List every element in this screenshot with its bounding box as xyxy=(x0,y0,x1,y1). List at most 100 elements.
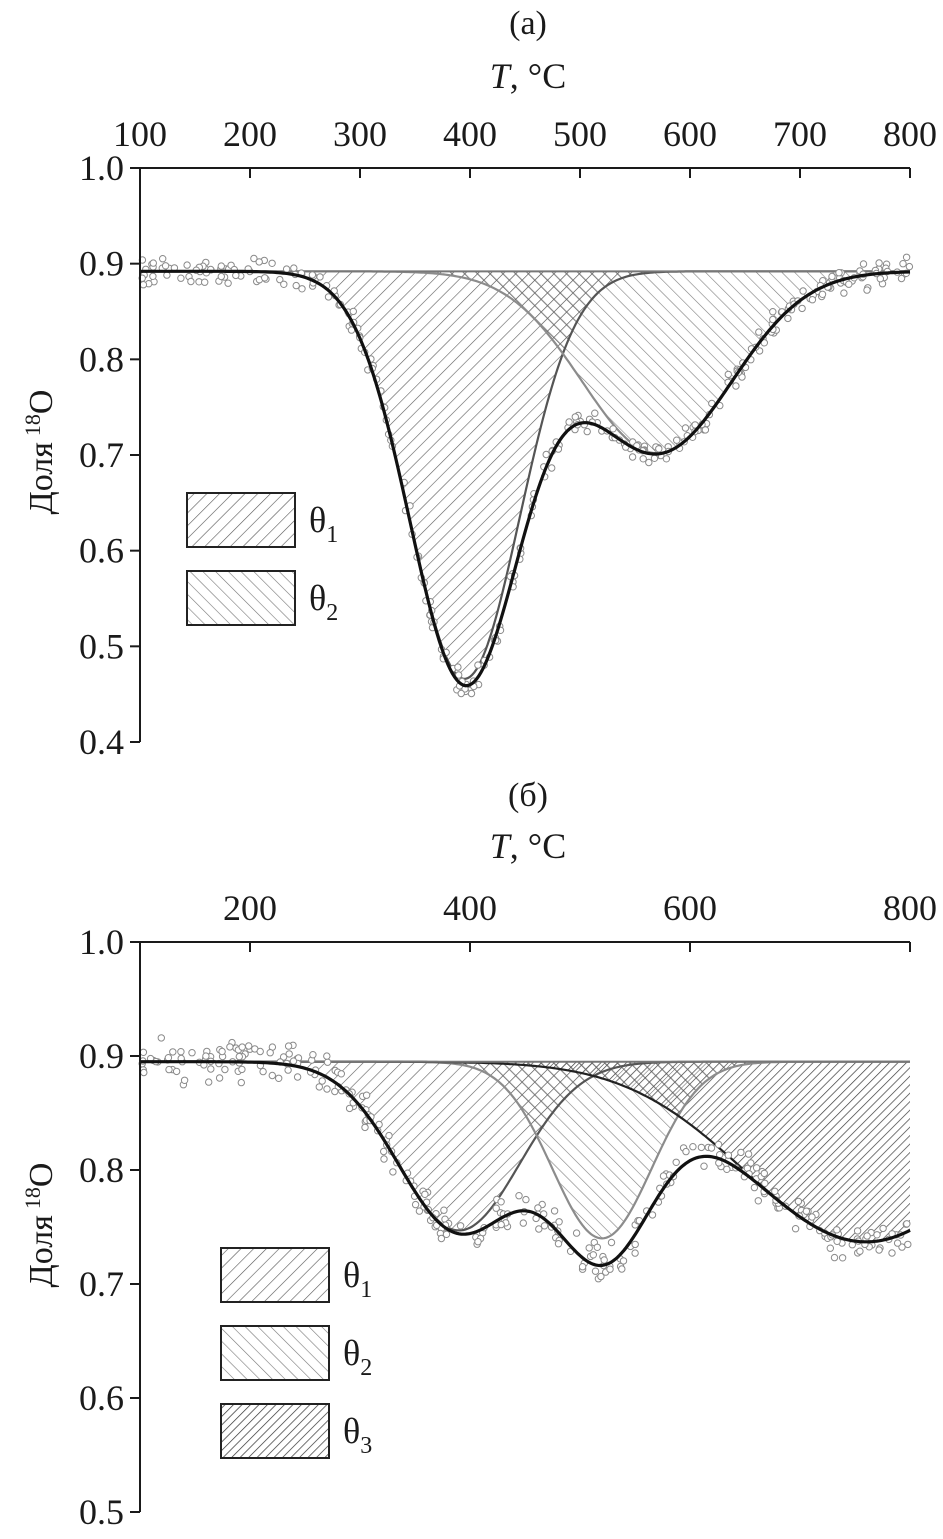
data-point xyxy=(700,1162,708,1170)
data-point xyxy=(828,272,836,281)
data-point xyxy=(217,262,226,270)
data-point xyxy=(256,1047,264,1056)
x-tick-label: 600 xyxy=(663,888,717,928)
overlap-area-1 xyxy=(140,271,910,353)
data-point xyxy=(285,1050,293,1058)
data-point xyxy=(607,1238,616,1247)
data-point xyxy=(565,418,573,426)
data-point xyxy=(802,1207,811,1215)
y-tick-label: 0.7 xyxy=(79,1264,124,1304)
y-tick-label: 0.6 xyxy=(79,531,124,571)
y-tick-label: 0.5 xyxy=(79,626,124,666)
data-point xyxy=(707,1144,716,1152)
data-point xyxy=(497,1220,505,1229)
data-point xyxy=(437,1234,446,1243)
y-tick-label: 0.8 xyxy=(79,1150,124,1190)
y-tick-label: 0.4 xyxy=(79,722,124,762)
data-point xyxy=(591,1267,600,1275)
data-point xyxy=(289,1057,298,1065)
data-point xyxy=(245,1042,253,1050)
data-point xyxy=(578,1263,587,1271)
data-point xyxy=(755,328,763,336)
data-point xyxy=(226,1043,234,1051)
data-point xyxy=(639,455,647,463)
y-tick-label: 1.0 xyxy=(79,922,124,962)
data-point xyxy=(535,1225,543,1233)
legend-label: θ2 xyxy=(343,1333,372,1381)
x-tick-label: 700 xyxy=(773,114,827,154)
y-tick-label: 0.9 xyxy=(79,1036,124,1076)
data-point xyxy=(201,278,209,286)
data-point xyxy=(724,370,732,379)
plot-area xyxy=(138,253,914,698)
data-point xyxy=(164,1054,173,1062)
legend-subscript: 1 xyxy=(360,1277,372,1303)
data-point xyxy=(897,274,906,283)
y-axis-title: Доля 18O xyxy=(20,390,60,515)
data-point xyxy=(548,464,556,472)
data-point xyxy=(830,1253,839,1262)
x-tick-label: 500 xyxy=(553,114,607,154)
x-axis: 100 200 300 400 500 600 700 800 xyxy=(113,114,937,178)
data-point xyxy=(279,1053,288,1061)
data-point xyxy=(542,450,550,459)
x-tick-label: 200 xyxy=(223,888,277,928)
data-point xyxy=(888,1249,896,1257)
data-point xyxy=(385,1131,393,1140)
data-point xyxy=(794,1197,803,1206)
data-point xyxy=(237,1078,246,1087)
data-point xyxy=(876,275,884,283)
x-tick-label: 400 xyxy=(443,114,497,154)
data-point xyxy=(180,1076,189,1085)
data-point xyxy=(744,1150,753,1158)
legend-symbol: θ xyxy=(309,578,326,618)
data-point xyxy=(140,1068,148,1077)
data-point xyxy=(177,274,185,282)
data-point xyxy=(255,258,263,266)
data-point xyxy=(863,1232,871,1240)
data-point xyxy=(689,1143,697,1151)
data-point xyxy=(798,304,806,313)
peak-area-1 xyxy=(140,1061,910,1231)
data-point xyxy=(583,427,591,436)
legend-label: θ2 xyxy=(309,578,338,626)
panel-label: (a) xyxy=(509,5,547,42)
data-point xyxy=(750,1183,759,1192)
data-point xyxy=(650,454,659,462)
data-point xyxy=(275,1074,283,1083)
data-point xyxy=(606,1265,614,1273)
data-point xyxy=(655,445,663,453)
data-point xyxy=(157,1034,166,1042)
data-point xyxy=(875,1246,883,1254)
data-point xyxy=(261,274,269,282)
data-point xyxy=(324,293,333,301)
data-point xyxy=(474,661,482,669)
data-point xyxy=(316,273,324,281)
x-tick-label: 200 xyxy=(223,114,277,154)
legend-symbol: θ xyxy=(309,500,326,540)
legend-swatch xyxy=(220,1247,330,1303)
data-point xyxy=(769,308,777,316)
y-axis-word: Доля xyxy=(23,1215,60,1288)
data-point xyxy=(856,1247,864,1255)
data-point xyxy=(879,1224,887,1233)
peak-area-3 xyxy=(140,1061,910,1242)
data-point xyxy=(259,1067,267,1076)
data-point xyxy=(818,290,827,298)
chart-panel-a: (a) T, °C Доля 18O 100 200 300 400 500 600 700 8… xyxy=(20,5,937,762)
data-point xyxy=(859,260,868,268)
data-point xyxy=(899,260,907,268)
legend-subscript: 2 xyxy=(360,1355,372,1381)
data-point xyxy=(701,426,710,434)
data-point xyxy=(474,1238,482,1246)
data-point xyxy=(309,1051,317,1059)
data-point xyxy=(293,1073,302,1081)
peak-area-1 xyxy=(140,271,910,679)
plot-area xyxy=(138,1034,912,1283)
data-point xyxy=(202,1052,210,1060)
overlap-area-1 xyxy=(140,1061,910,1135)
data-point xyxy=(791,1225,800,1233)
fit-curve xyxy=(140,1060,911,1268)
x-axis-unit: , °C xyxy=(510,826,566,866)
